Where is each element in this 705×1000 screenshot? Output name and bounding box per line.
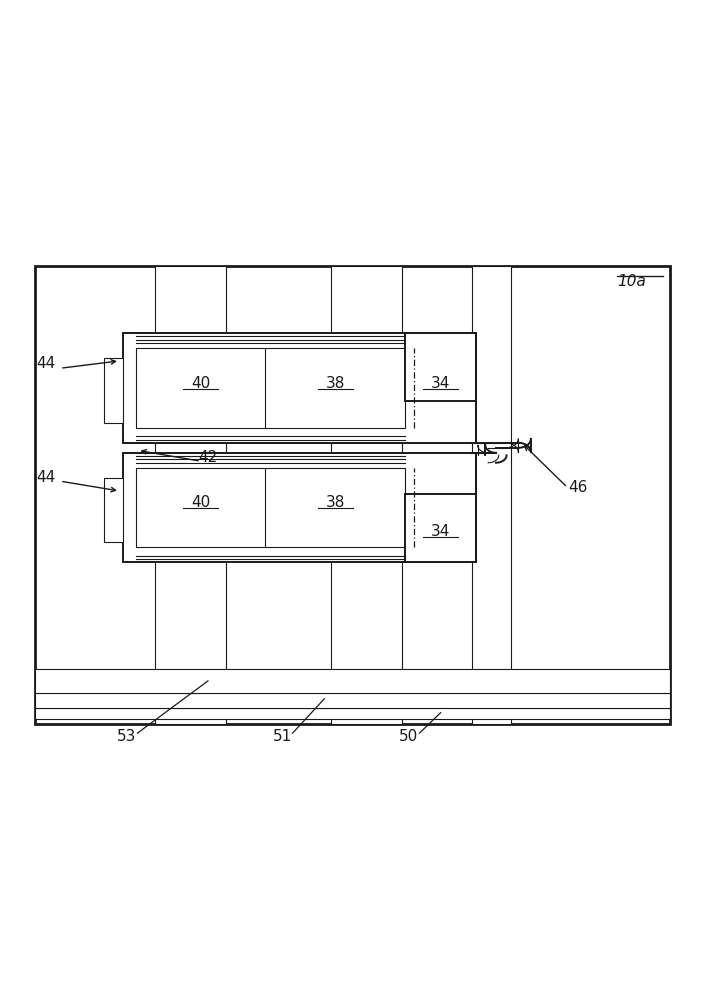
Text: 40: 40 bbox=[191, 495, 210, 510]
Text: 53: 53 bbox=[117, 729, 137, 744]
Bar bbox=[35, 669, 670, 693]
Bar bbox=[104, 478, 123, 542]
Text: 34: 34 bbox=[431, 376, 450, 391]
Bar bbox=[155, 266, 226, 724]
Text: 50: 50 bbox=[399, 729, 419, 744]
Bar bbox=[136, 348, 405, 428]
Bar bbox=[35, 708, 670, 719]
Text: 44: 44 bbox=[36, 470, 56, 485]
Bar bbox=[136, 468, 405, 547]
Bar bbox=[35, 693, 670, 708]
Text: 10a: 10a bbox=[617, 274, 646, 289]
Text: 42: 42 bbox=[198, 450, 218, 465]
Text: 38: 38 bbox=[326, 495, 345, 510]
Text: 38: 38 bbox=[326, 376, 345, 391]
Bar bbox=[405, 333, 476, 401]
Bar bbox=[331, 266, 402, 724]
Bar bbox=[123, 453, 476, 562]
Bar bbox=[104, 358, 123, 423]
Text: 51: 51 bbox=[272, 729, 292, 744]
Text: 44: 44 bbox=[36, 356, 56, 371]
Text: 34: 34 bbox=[431, 524, 450, 539]
Bar bbox=[472, 266, 511, 724]
Bar bbox=[405, 494, 476, 562]
Text: 40: 40 bbox=[191, 376, 210, 391]
Bar bbox=[123, 333, 476, 443]
Text: 46: 46 bbox=[568, 480, 588, 495]
